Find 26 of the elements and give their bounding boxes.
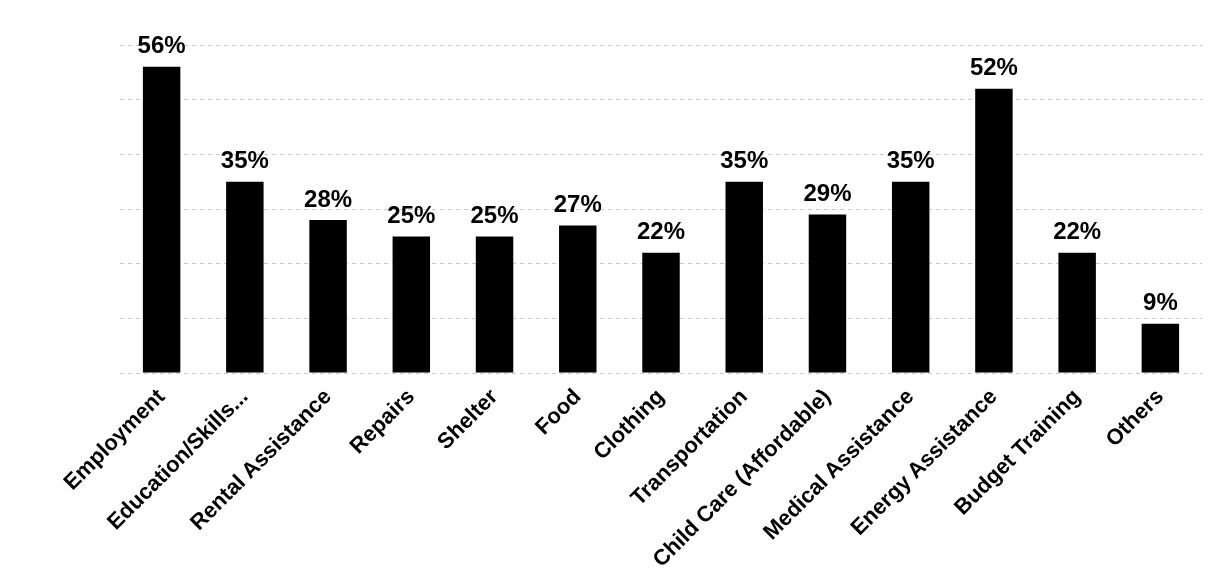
bar	[1141, 323, 1180, 373]
data-label: 56%	[137, 31, 186, 59]
data-label: 52%	[969, 53, 1018, 81]
bar	[642, 252, 680, 373]
data-label: 35%	[886, 146, 935, 174]
data-label: 27%	[553, 190, 602, 218]
data-label: 25%	[470, 201, 519, 228]
data-label: 35%	[720, 146, 769, 174]
bar	[142, 66, 181, 373]
data-label: 22%	[1053, 217, 1102, 245]
data-label: 25%	[387, 201, 436, 228]
bar	[891, 181, 930, 373]
bar	[475, 236, 514, 373]
bar	[392, 236, 431, 373]
data-label: 29%	[803, 179, 852, 207]
bar	[725, 181, 763, 373]
data-label: 22%	[636, 217, 686, 245]
data-label: 28%	[304, 184, 353, 212]
bar	[309, 219, 347, 373]
bar	[226, 181, 264, 373]
bar	[975, 88, 1013, 373]
data-label: 35%	[220, 146, 269, 174]
bar	[1058, 252, 1096, 373]
bar	[808, 214, 847, 373]
data-label: 9%	[1143, 288, 1178, 316]
bar	[559, 225, 597, 373]
